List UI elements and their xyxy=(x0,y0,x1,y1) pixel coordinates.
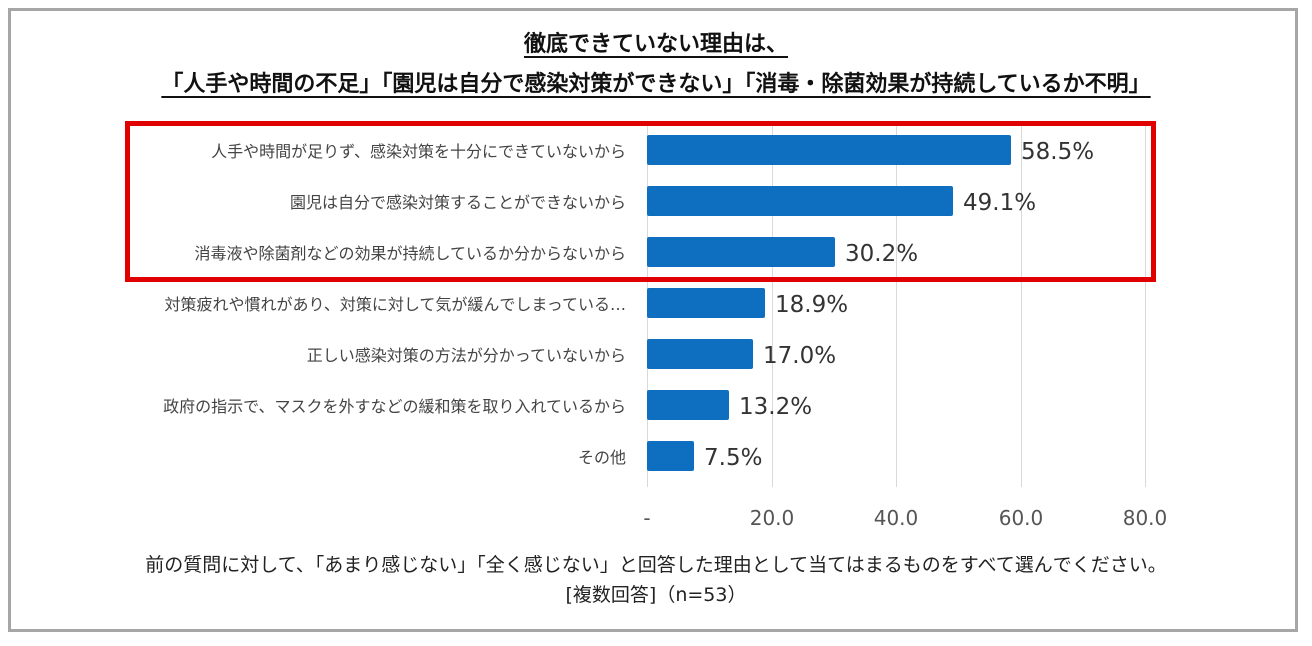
category-label: 消毒液や除菌剤などの効果が持続しているか分からないから xyxy=(194,244,626,263)
footnote-sample: [複数回答]（n=53） xyxy=(565,584,747,606)
data-label: 13.2% xyxy=(739,394,813,420)
bar xyxy=(647,135,1011,165)
x-tick-label: 80.0 xyxy=(1122,506,1168,530)
bar xyxy=(647,237,835,267)
category-label: 政府の指示で、マスクを外すなどの緩和策を取り入れているから xyxy=(163,397,626,416)
category-label: その他 xyxy=(577,448,626,467)
gridline xyxy=(896,122,897,487)
bar xyxy=(647,339,753,369)
gridline xyxy=(772,122,773,487)
footnote-question: 前の質問に対して、「あまり感じない」「全く感じない」と回答した理由として当てはま… xyxy=(145,554,1167,576)
bar xyxy=(647,288,765,318)
category-label: 園児は自分で感染対策することができないから xyxy=(289,193,626,212)
bar xyxy=(647,390,729,420)
data-label: 17.0% xyxy=(763,343,837,369)
chart-title-line1: 徹底できていない理由は、 xyxy=(523,32,788,57)
data-label: 58.5% xyxy=(1021,139,1095,165)
bar xyxy=(647,441,694,471)
x-tick-label: 60.0 xyxy=(998,506,1044,530)
gridline xyxy=(1021,122,1022,487)
category-label: 対策疲れや慣れがあり、対策に対して気が緩んでしまっている… xyxy=(164,295,626,314)
highlight-box xyxy=(125,121,1156,282)
bar xyxy=(647,186,953,216)
x-tick-label: 40.0 xyxy=(873,506,919,530)
data-label: 30.2% xyxy=(845,241,919,267)
x-tick-label: 20.0 xyxy=(749,506,795,530)
x-tick-label: - xyxy=(643,506,651,530)
data-label: 18.9% xyxy=(775,292,849,318)
chart-title-line2: 「人手や時間の不足」「園児は自分で感染対策ができない」「消毒・除菌効果が持続して… xyxy=(161,72,1151,97)
chart-frame xyxy=(8,8,1298,632)
gridline xyxy=(1145,122,1146,487)
category-label: 人手や時間が足りず、感染対策を十分にできていないから xyxy=(211,142,626,161)
data-label: 7.5% xyxy=(704,445,763,471)
data-label: 49.1% xyxy=(963,190,1037,216)
category-label: 正しい感染対策の方法が分かっていないから xyxy=(306,346,626,365)
